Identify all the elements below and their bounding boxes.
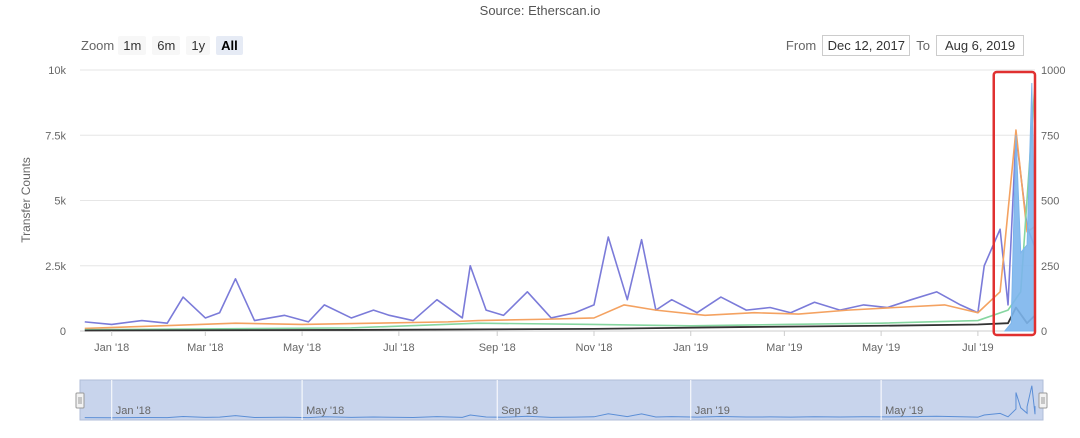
zoom-6m-button[interactable]: 6m — [152, 35, 181, 55]
date-range-controls: From Dec 12, 2017 To Aug 6, 2019 — [780, 34, 1024, 56]
y-axis-title: Transfer Counts — [19, 157, 33, 243]
navigator[interactable]: Jan '18 May '18 Sep '18 Jan '19 May '19 — [75, 379, 1048, 421]
highlight-box — [992, 70, 1037, 337]
navigator-series-line — [84, 385, 1036, 419]
navigator-window — [79, 379, 1044, 421]
navigator-tick-label: Sep '18 — [501, 405, 538, 417]
navigator-right-handle[interactable] — [1038, 392, 1048, 409]
y-tick-label-right: 1000 — [1041, 65, 1065, 77]
y-tick-label-left: 7.5k — [45, 130, 66, 142]
chart-subtitle: Source: Etherscan.io — [479, 3, 601, 18]
series-line-purple — [84, 134, 1036, 326]
y-tick-label-right: 750 — [1041, 130, 1059, 142]
x-tick-label: Jan '18 — [94, 342, 129, 354]
plot-series — [84, 82, 1036, 332]
y-tick-label-left: 2.5k — [45, 261, 66, 273]
zoom-all-button[interactable]: All — [216, 35, 243, 55]
x-tick-label: Jul '19 — [962, 342, 993, 354]
y-tick-label-left: 5k — [54, 196, 66, 208]
x-tick-label: Jan '19 — [673, 342, 708, 354]
navigator-tick-label: Jan '18 — [116, 405, 151, 417]
from-label: From — [785, 37, 817, 53]
x-tick-label: Jul '18 — [383, 342, 414, 354]
zoom-1y-button[interactable]: 1y — [186, 35, 211, 55]
x-tick-label: May '18 — [283, 342, 321, 354]
series-area-blue — [1003, 83, 1036, 332]
navigator-left-handle[interactable] — [75, 392, 85, 409]
x-tick-label: Mar '18 — [187, 342, 223, 354]
navigator-tick-label: May '18 — [306, 405, 344, 417]
to-date-input[interactable]: Aug 6, 2019 — [936, 34, 1024, 56]
to-label: To — [916, 37, 930, 53]
y-tick-label-right: 500 — [1041, 196, 1059, 208]
y-tick-label-right: 0 — [1041, 326, 1047, 338]
x-tick-label: Mar '19 — [766, 342, 802, 354]
series-line-green — [84, 82, 1036, 331]
highlight-rect — [992, 70, 1037, 337]
zoom-1m-button[interactable]: 1m — [118, 35, 147, 55]
axes: 0 0 2.5k 250 5k 500 7.5k 750 10k 1000 Jan '18 Mar '… — [45, 65, 1065, 354]
x-tick-label: Nov '18 — [576, 342, 613, 354]
navigator-tick-label: May '19 — [885, 405, 923, 417]
from-date-input[interactable]: Dec 12, 2017 — [822, 34, 911, 56]
zoom-controls: Zoom 1m 6m 1y All — [81, 34, 249, 56]
y-tick-label-right: 250 — [1041, 261, 1059, 273]
y-tick-label-left: 0 — [60, 326, 66, 338]
zoom-label: Zoom — [81, 37, 115, 53]
x-tick-label: Sep '18 — [479, 342, 516, 354]
x-tick-label: May '19 — [862, 342, 900, 354]
series-line-orange — [84, 129, 1036, 330]
navigator-tick-label: Jan '19 — [695, 405, 730, 417]
grid-lines — [80, 69, 1035, 332]
y-tick-label-left: 10k — [48, 65, 66, 77]
